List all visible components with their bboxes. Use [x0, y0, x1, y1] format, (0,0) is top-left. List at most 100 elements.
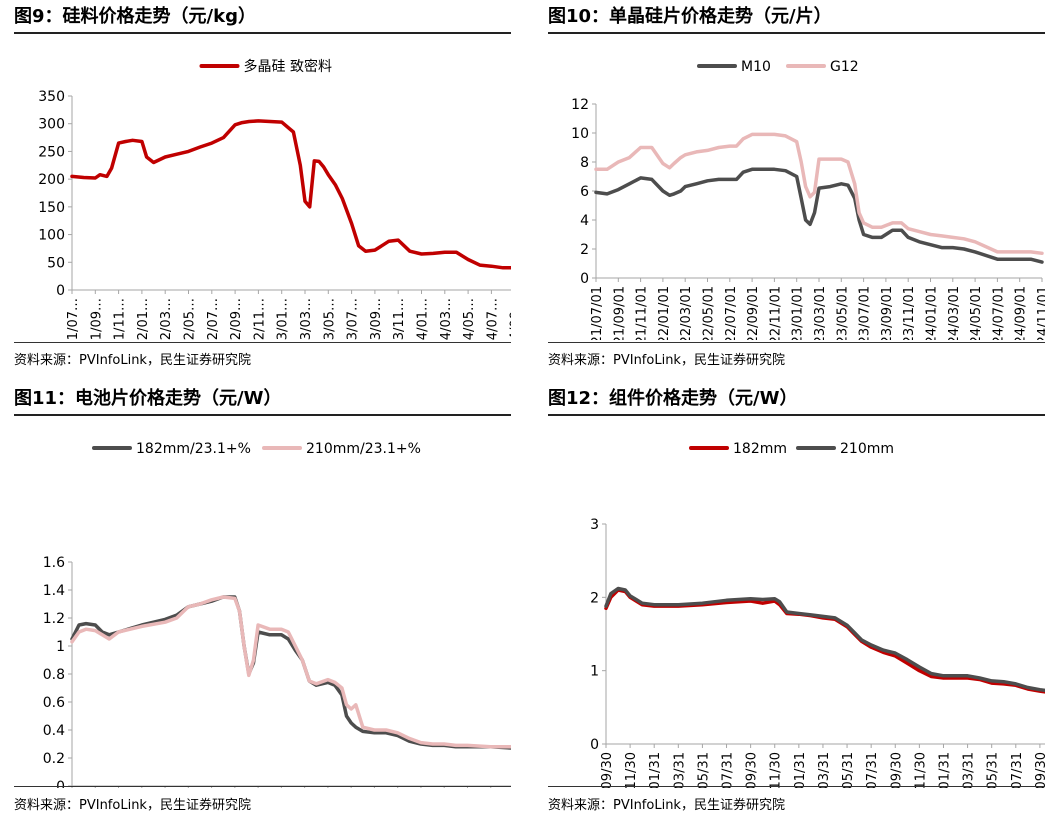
- y-tick-label: 0.4: [43, 723, 65, 739]
- y-tick-label: 1.2: [43, 611, 65, 627]
- y-tick-label: 12: [571, 97, 589, 113]
- y-tick-label: 0: [590, 737, 599, 753]
- y-tick-label: 100: [38, 228, 65, 244]
- legend: 182mm/23.1+% 210mm/23.1+%: [92, 441, 421, 457]
- series-line-182mm-23-1: [70, 595, 511, 750]
- panel-fig11: 图11：电池片价格走势（元/W） 182mm/23.1+% 210mm/23.1+…: [14, 388, 511, 828]
- y-tick-label: 350: [38, 89, 65, 105]
- chart-title: 图12：组件价格走势（元/W）: [548, 388, 798, 409]
- y-tick-label: 8: [580, 155, 589, 171]
- title-rule: [14, 32, 511, 34]
- legend-label: 多晶硅 致密料: [244, 58, 332, 75]
- title-rule: [548, 414, 1045, 416]
- x-tick-label: 2022/03/31: [672, 752, 687, 788]
- x-tick-label: 2023/11/01: [902, 286, 917, 340]
- x-tick-label: 2023/01/01: [791, 286, 806, 340]
- legend-item: 210mm: [796, 441, 894, 457]
- legend-item: 210mm/23.1+%: [262, 441, 421, 457]
- x-tick-label: 2023/09/01: [880, 286, 895, 340]
- legend-label: 210mm/23.1+%: [306, 441, 421, 457]
- legend-label: 210mm: [840, 441, 894, 457]
- x-tick-label: 2023/09/30: [889, 752, 904, 788]
- x-tick-label: 2022/11/01: [768, 286, 783, 340]
- y-tick-label: 50: [47, 255, 65, 271]
- x-tick-label: 2024/03/01: [947, 286, 962, 340]
- source-note: 资料来源：PVInfoLink，民生证券研究院: [14, 353, 251, 368]
- legend: 多晶硅 致密料: [199, 58, 332, 75]
- x-tick-label: 2024/03…: [439, 298, 454, 340]
- y-tick-label: 10: [571, 126, 589, 142]
- source-note: 资料来源：PVInfoLink，民生证券研究院: [14, 798, 251, 813]
- chart-title: 图10：单晶硅片价格走势（元/片）: [548, 6, 832, 27]
- legend-item: 多晶硅 致密料: [199, 58, 332, 75]
- panel-fig12: 图12：组件价格走势（元/W） 182mm 210mm 0 1 2 3 2021/09/30…: [548, 388, 1045, 828]
- x-tick-label: 2022/09/30: [745, 752, 760, 788]
- y-tick-label: 0: [580, 271, 589, 287]
- panel-fig9: 图9：硅料价格走势（元/kg） 多晶硅 致密料 0 50 100 150 200 250 30…: [14, 6, 511, 376]
- x-tick-label: 2022/07/01: [724, 286, 739, 340]
- source-rule: [548, 342, 1045, 343]
- series-line-210mm-23-1: [70, 595, 511, 749]
- legend-label: 182mm/23.1+%: [136, 441, 251, 457]
- legend-item: 182mm/23.1+%: [92, 441, 251, 457]
- legend-item: M10: [697, 59, 771, 75]
- x-tick-label: 2024/01…: [416, 298, 431, 340]
- x-tick-label: 2022/07/31: [721, 752, 736, 788]
- x-tick-label: 2024/03/31: [962, 752, 977, 788]
- x-tick-label: 2022/07…: [206, 298, 221, 340]
- x-tick-label: 2022/03/01: [679, 286, 694, 340]
- title-rule: [548, 32, 1045, 34]
- x-tick-label: 2022/09/01: [746, 286, 761, 340]
- x-tick-label: 2024/07/31: [1010, 752, 1025, 788]
- x-tick-label: 2023/11/30: [913, 752, 928, 788]
- x-tick-label: 2023/07/01: [858, 286, 873, 340]
- x-tick-label: 2024/05/01: [969, 286, 984, 340]
- panel-fig10: 图10：单晶硅片价格走势（元/片） M10 G12 0 2 4 6 8 10 12 2021/07…: [548, 6, 1045, 376]
- x-tick-label: 2022/11/30: [769, 752, 784, 788]
- y-tick-label: 0: [56, 283, 65, 299]
- source-rule: [14, 342, 511, 343]
- x-tick-label: 2022/05/31: [696, 752, 711, 788]
- legend-label: 182mm: [733, 441, 787, 457]
- chart-fig9: 多晶硅 致密料 0 50 100 150 200 250 300 350 2021/07… 2021…: [38, 58, 511, 340]
- x-tick-label: 2023/11…: [392, 298, 407, 340]
- chart-title: 图11：电池片价格走势（元/W）: [14, 388, 282, 409]
- x-tick-label: 2022/05/01: [702, 286, 717, 340]
- legend-item: G12: [786, 59, 859, 75]
- source-rule: [548, 786, 1045, 787]
- y-tick-label: 3: [590, 517, 599, 533]
- chart-fig10: M10 G12 0 2 4 6 8 10 12 2021/07/01 2021/09/01 2021/…: [571, 59, 1045, 340]
- x-tick-label: 2024/05/31: [986, 752, 1001, 788]
- x-tick-label: 2023/09…: [369, 298, 384, 340]
- y-tick-label: 1.4: [43, 583, 65, 599]
- y-tick-label: 200: [38, 172, 65, 188]
- y-tick-label: 6: [580, 184, 589, 200]
- x-tick-label: 2022/09…: [229, 298, 244, 340]
- y-tick-label: 1.6: [43, 555, 65, 571]
- y-tick-label: 150: [38, 200, 65, 216]
- x-tick-label: 2024/05…: [462, 298, 477, 340]
- series-line-m10: [594, 167, 1044, 264]
- legend-item: 182mm: [689, 441, 787, 457]
- x-tick-label: 2022/01/01: [657, 286, 672, 340]
- x-tick-label: 2021/11/01: [635, 286, 650, 340]
- x-tick-label: 2024/07…: [485, 298, 500, 340]
- x-tick-label: 2021/11/30: [624, 752, 639, 788]
- series-line-g12: [594, 132, 1044, 256]
- x-tick-label: 2023/01/31: [793, 752, 808, 788]
- y-tick-label: 250: [38, 144, 65, 160]
- y-tick-label: 300: [38, 117, 65, 133]
- legend: 182mm 210mm: [689, 441, 894, 457]
- x-tick-label: 2023/03…: [299, 298, 314, 340]
- y-tick-label: 2: [590, 590, 599, 606]
- series-line-: [70, 119, 511, 270]
- x-tick-label: 2022/05…: [183, 298, 198, 340]
- x-tick-label: 2022/11…: [252, 298, 267, 340]
- x-tick-label: 2023/03/01: [813, 286, 828, 340]
- x-tick-label: 2024/09/30: [1034, 752, 1045, 788]
- x-tick-label: 2021/09/01: [612, 286, 627, 340]
- x-tick-label: 2023/07/31: [865, 752, 880, 788]
- y-tick-label: 0.6: [43, 695, 65, 711]
- x-tick-label: 2021/09…: [89, 298, 104, 340]
- chart-fig11: 182mm/23.1+% 210mm/23.1+% 0 0.2 0.4 0.6 0.8 1 1.…: [43, 441, 511, 788]
